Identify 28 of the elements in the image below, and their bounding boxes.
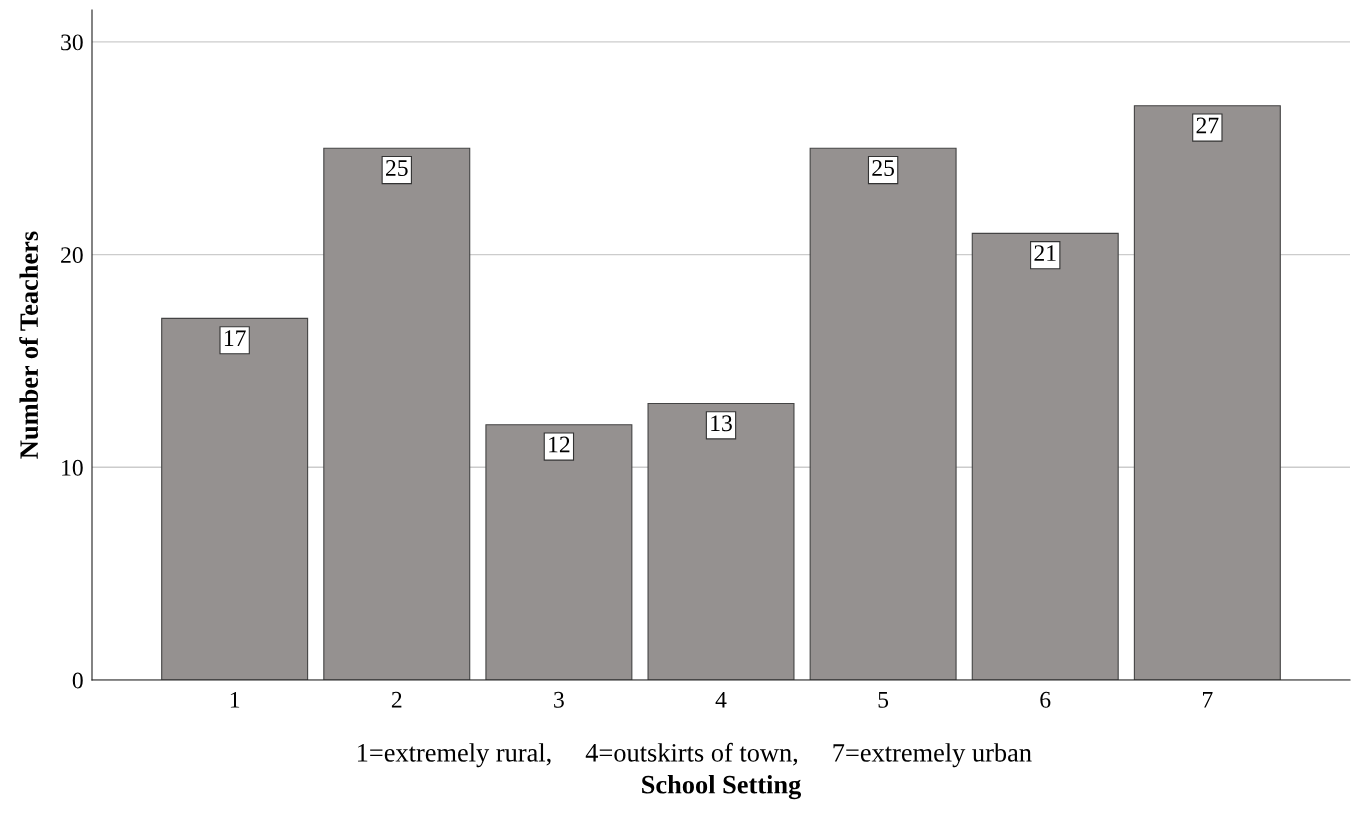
bar	[1133, 105, 1281, 680]
text: 1=extremely rural, 4=outskirts of town, 7=extremely urban	[357, 742, 1032, 768]
data-label: 12	[549, 436, 570, 453]
x-tick-label: 2	[391, 691, 402, 708]
x-tick-label: 1	[230, 691, 240, 708]
x-axis-title: School Setting	[642, 775, 802, 800]
x-tick-label: 5	[878, 692, 889, 708]
y-tick-label: 0	[72, 672, 83, 689]
data-label: 25	[386, 160, 408, 176]
bar	[485, 424, 633, 680]
y-tick-label: 10	[62, 459, 83, 476]
bar	[971, 232, 1119, 680]
data-label: 27	[1196, 117, 1219, 134]
x-tick-label: 6	[1040, 691, 1051, 708]
bar	[323, 147, 471, 680]
x-tick-label: 3	[554, 691, 564, 708]
x-tick-label: 4	[715, 691, 727, 708]
y-axis-title: Number of Teachers	[19, 231, 39, 459]
data-label: 21	[1034, 245, 1056, 261]
data-label: 17	[224, 330, 246, 346]
y-tick-label: 30	[61, 34, 83, 51]
x-tick-label: 7	[1202, 692, 1213, 708]
bar	[161, 317, 309, 680]
data-label: 25	[872, 160, 894, 176]
y-tick-label: 20	[61, 247, 83, 264]
data-label: 13	[711, 415, 732, 432]
bar	[647, 402, 795, 680]
bar	[809, 147, 957, 680]
